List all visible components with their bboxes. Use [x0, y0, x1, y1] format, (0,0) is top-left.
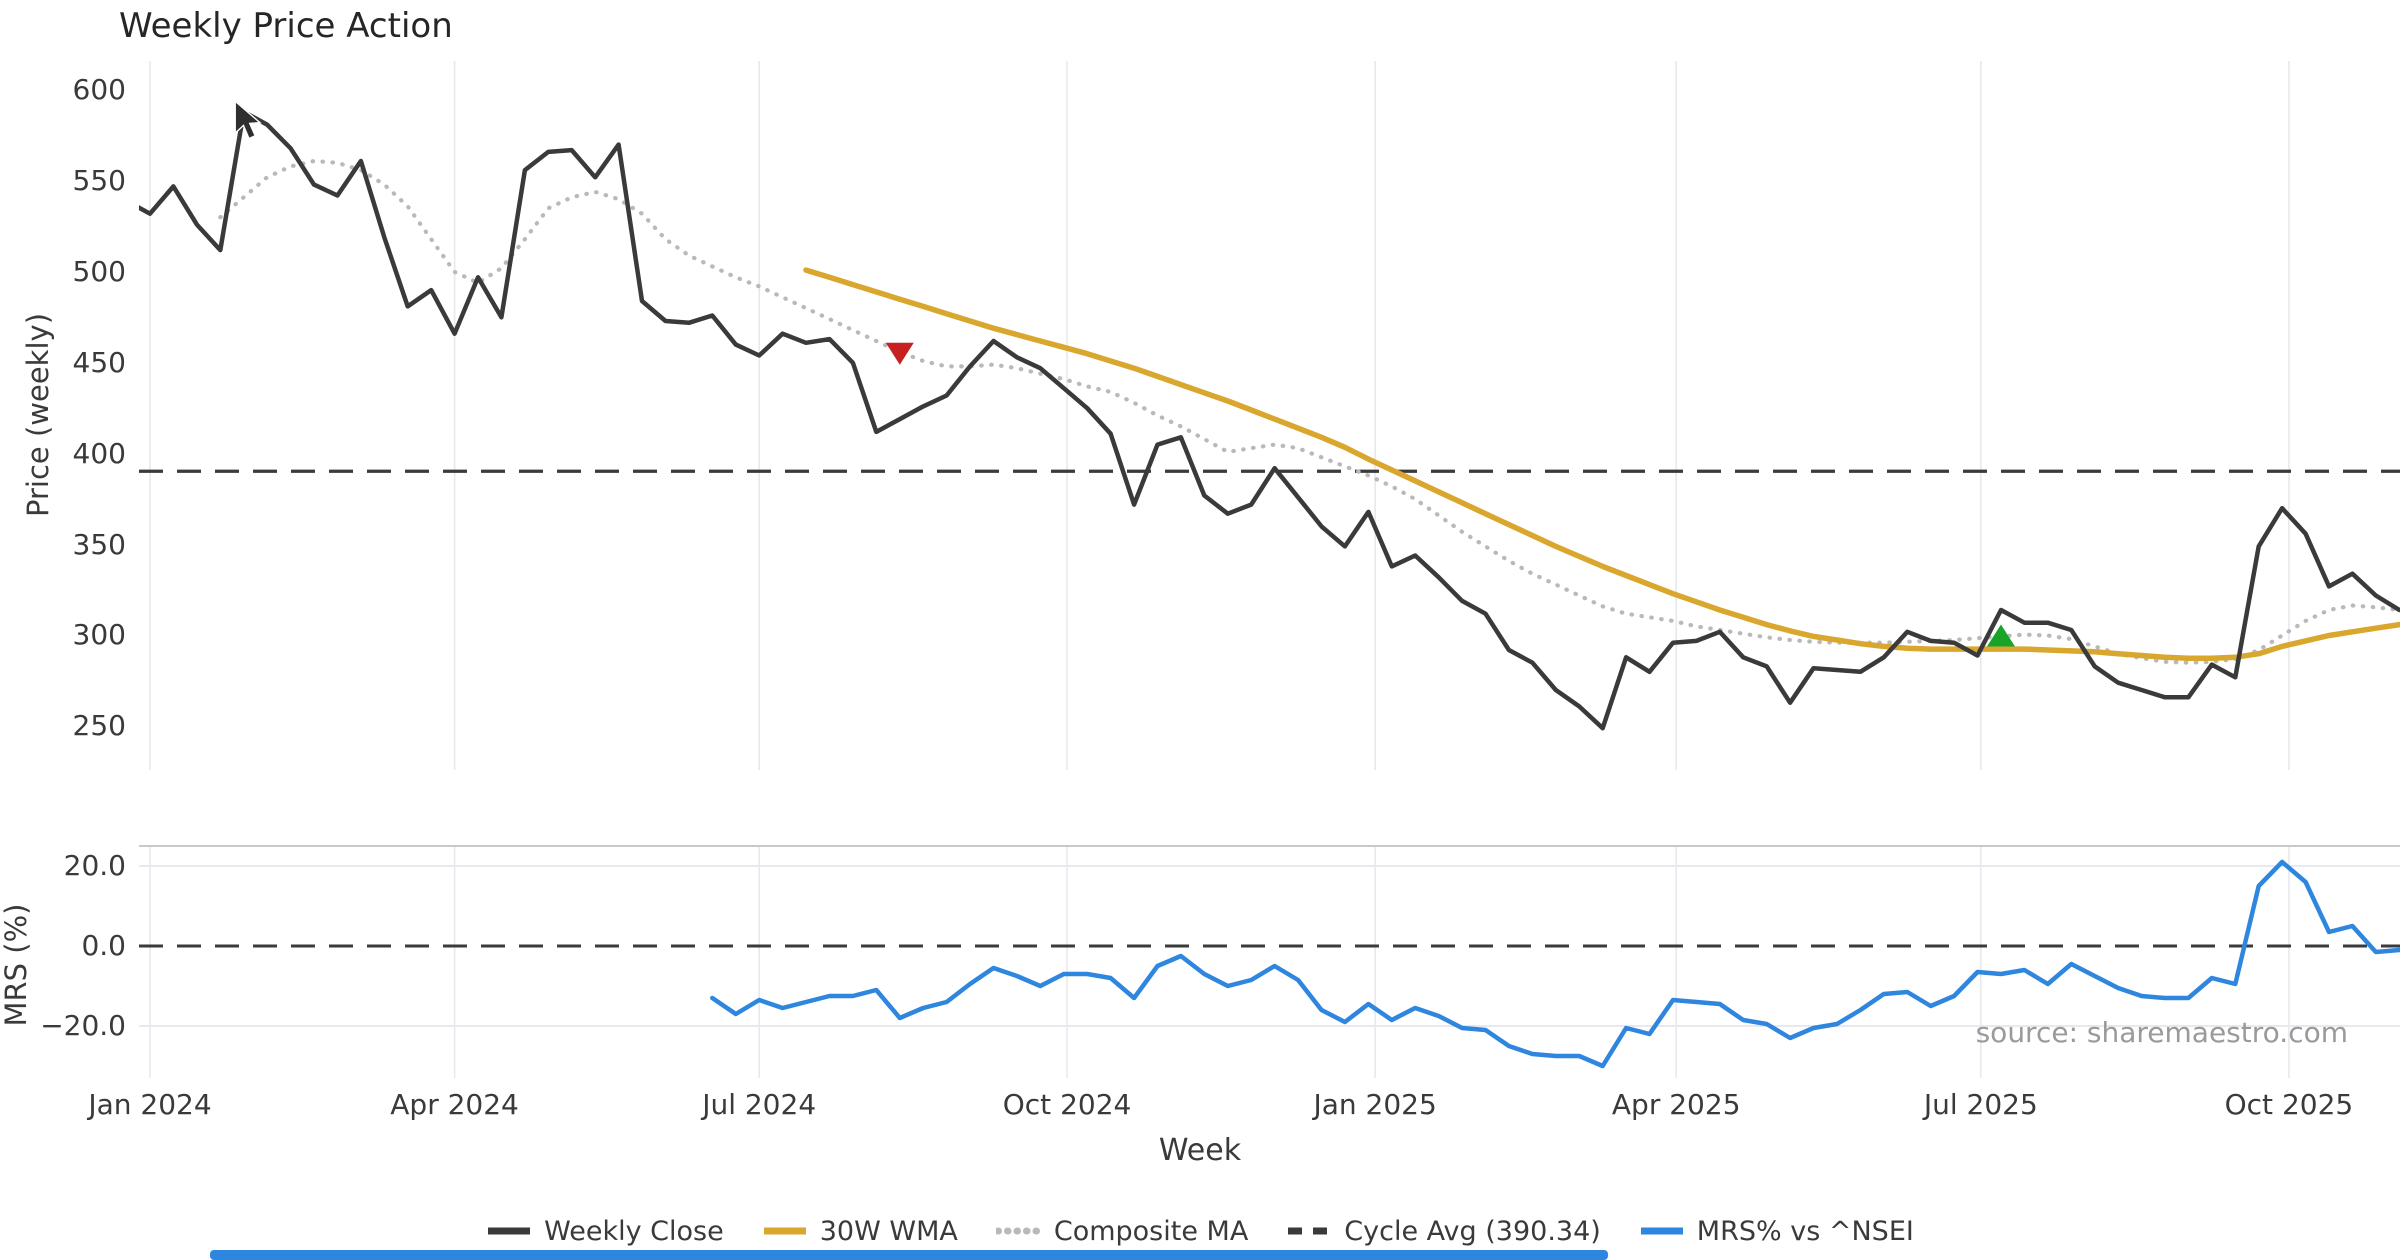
- legend-swatch-icon: [995, 1227, 1042, 1235]
- price-tick-label: 450: [72, 345, 126, 379]
- chart-legend: Weekly Close 30W WMA Composite MA Cycle Avg…: [0, 1212, 2400, 1250]
- price-tick-label: 300: [72, 618, 126, 652]
- legend-swatch-icon: [763, 1227, 806, 1235]
- price-tick-label: 400: [72, 436, 126, 470]
- series-mrs-vs-nsei: [710, 859, 2400, 1069]
- x-tick-label: Jan 2025: [1313, 1088, 1437, 1121]
- chart-title: Weekly Price Action: [119, 6, 453, 46]
- x-tick-label: Jul 2025: [1923, 1088, 2038, 1121]
- series-weekly-close: [139, 109, 2400, 731]
- price-tick-label: 350: [72, 527, 126, 561]
- x-tick-label: Oct 2024: [1002, 1088, 1132, 1121]
- price-tick-label: 250: [72, 709, 126, 743]
- mrs-tick-label: −20.0: [40, 1009, 126, 1042]
- sell-signal-marker: [885, 342, 914, 365]
- x-tick-label: Jul 2024: [702, 1088, 817, 1121]
- x-axis-title: Week: [1158, 1133, 1242, 1168]
- x-tick-label: Apr 2025: [1611, 1088, 1741, 1121]
- legend-swatch-icon: [488, 1227, 531, 1235]
- legend-label: Cycle Avg (390.34): [1344, 1215, 1601, 1247]
- legend-item-weekly-close: Weekly Close: [486, 1212, 724, 1250]
- buy-signal-marker: [1986, 624, 2015, 647]
- partial-blue-bar: [210, 1250, 1608, 1260]
- legend-label: 30W WMA: [819, 1215, 958, 1247]
- x-tick-label: Jan 2024: [88, 1088, 212, 1121]
- legend-label: Weekly Close: [544, 1215, 724, 1247]
- legend-label: Composite MA: [1053, 1215, 1249, 1247]
- legend-item-mrs-vs-nsei: MRS% vs ^NSEI: [1639, 1212, 1914, 1250]
- source-note: source: sharemaestro.com: [1975, 1016, 2348, 1049]
- series-composite-ma: [218, 158, 2400, 665]
- legend-item-30w-wma: 30W WMA: [762, 1212, 958, 1250]
- mrs-tick-label: 20.0: [63, 849, 126, 882]
- legend-item-composite-ma: Composite MA: [995, 1212, 1249, 1250]
- legend-label: MRS% vs ^NSEI: [1696, 1215, 1914, 1247]
- price-tick-label: 500: [72, 254, 126, 288]
- mouse-cursor-icon: [234, 100, 262, 140]
- legend-swatch-icon: [1640, 1227, 1683, 1235]
- x-tick-label: Apr 2024: [390, 1088, 519, 1121]
- price-tick-label: 600: [72, 73, 126, 107]
- price-tick-label: 550: [72, 163, 126, 197]
- series-30w-wma: [803, 267, 2400, 661]
- legend-item-cycle-avg-390-34-: Cycle Avg (390.34): [1286, 1212, 1601, 1250]
- x-tick-label: Oct 2025: [2224, 1088, 2354, 1121]
- mrs-tick-label: 0.0: [81, 929, 126, 962]
- legend-swatch-icon: [1288, 1227, 1331, 1235]
